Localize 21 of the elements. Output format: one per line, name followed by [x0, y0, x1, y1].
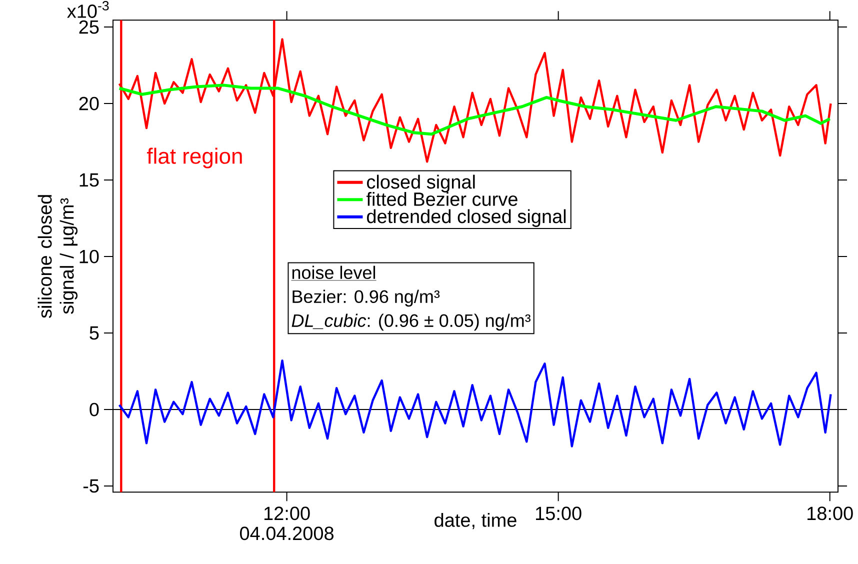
text: 04.04.2008	[240, 526, 334, 540]
x-tick-label: 15:00	[536, 506, 582, 520]
ref-line-label: flat region	[146, 148, 242, 168]
y-tick-label: 15	[80, 173, 99, 187]
y-axis-title: silicone closed signal / µg/m³	[38, 195, 78, 318]
y-tick-label: 25	[79, 20, 99, 34]
y-tick-label: -5	[83, 479, 99, 493]
x-axis-title: date, time	[434, 512, 516, 530]
x-tick-label: 12:00	[264, 506, 310, 520]
legend-label: closed signal	[367, 174, 475, 192]
y-tick-label: 0	[90, 402, 99, 416]
text: x10$^{-3}$	[67, 0, 109, 18]
legend-label: detrended closed signal	[367, 209, 566, 227]
x-tick-label: 18:00	[808, 506, 853, 520]
annotation: Bezier: 0.96 ng/m³	[292, 290, 440, 306]
annotation: DL_cubic: (0.96 ± 0.05) ng/m³	[292, 314, 530, 330]
legend-label: fitted Bezier curve	[366, 192, 518, 206]
y-tick-label: 10	[80, 250, 99, 264]
y-tick-label: 20	[79, 96, 99, 110]
annotation: noise level	[292, 266, 376, 279]
y-tick-label: 5	[90, 326, 99, 340]
